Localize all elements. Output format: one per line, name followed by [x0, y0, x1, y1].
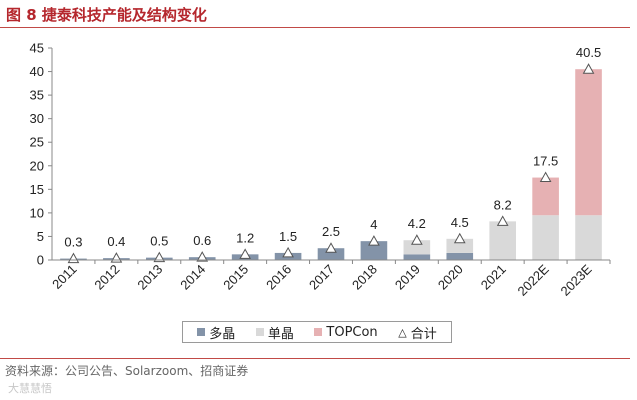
title-divider [0, 27, 630, 28]
total-marker [368, 235, 380, 246]
total-data-label: 0.6 [193, 233, 211, 248]
x-tick-label: 2013 [134, 262, 165, 293]
legend-item-total: △ 合计 [398, 323, 436, 342]
x-tick-label: 2021 [478, 262, 509, 293]
total-data-label: 1.2 [236, 230, 254, 245]
capacity-chart: 0 5 10 15 20 25 30 35 40 45 0.3 0.4 0.5 0.6 1.2 1.5 2.5… [30, 41, 611, 299]
x-tick-label: 2014 [177, 262, 208, 293]
x-tick-label: 2016 [263, 262, 294, 293]
watermark: 大慧慧悟 [8, 382, 52, 395]
legend-item-mono: 单晶 [255, 323, 294, 342]
total-marker [239, 248, 252, 259]
total-data-label: 8.2 [494, 197, 512, 212]
x-tick-label: 2023E [557, 261, 594, 298]
total-marker [67, 252, 80, 264]
total-marker [496, 215, 509, 226]
total-data-label: 17.5 [533, 154, 558, 169]
total-marker [410, 234, 423, 245]
legend-swatch-mono [255, 328, 264, 336]
y-tick-label: 45 [30, 41, 44, 56]
x-tick-label: 2018 [349, 262, 380, 293]
total-marker [110, 252, 123, 263]
total-marker [282, 246, 294, 258]
y-tick-label: 20 [30, 158, 44, 173]
total-data-label: 4.5 [451, 215, 469, 230]
total-marker [453, 232, 466, 244]
total-labels: 0.3 0.4 0.5 0.6 1.2 1.5 2.5 4 4.2 4.5 8.2 17.5 40.5 [64, 45, 601, 249]
bar-multi [403, 254, 431, 260]
bar-mono [575, 215, 602, 260]
legend-swatch-multi [197, 328, 206, 336]
total-data-label: 0.3 [64, 235, 82, 250]
legend-label-topcon: TOPCon [326, 324, 378, 340]
source-note: 资料来源：公司公告、Solarzoom、招商证券 [5, 364, 249, 378]
footer-divider [0, 358, 630, 359]
y-tick-label: 0 [37, 253, 44, 268]
total-marker [582, 63, 595, 74]
total-marker [539, 171, 552, 183]
y-tick-label: 35 [30, 88, 44, 103]
legend-item-topcon: TOPCon [314, 324, 378, 340]
total-data-label: 40.5 [576, 45, 601, 60]
total-data-label: 0.4 [107, 234, 125, 249]
legend-label-multi: 多晶 [209, 326, 236, 342]
legend-item-multi: 多晶 [197, 323, 235, 342]
x-tick-label: 2015 [220, 262, 251, 293]
figure-title: 图 8 捷泰科技产能及结构变化 [6, 6, 207, 24]
triangle-marker-icon: △ [398, 325, 407, 339]
x-tick-label: 2019 [392, 262, 423, 293]
bar-mono [403, 240, 431, 255]
x-axis: 2011 2012 2013 2014 2015 2016 2017 2018 2019 2020… [49, 259, 611, 299]
x-tick-label: 2017 [306, 262, 337, 293]
bar-multi [360, 241, 388, 260]
bar-mono [532, 215, 559, 260]
chart-legend: 多晶 单晶 TOPCon △ 合计 [182, 321, 452, 343]
y-tick-label: 15 [30, 182, 44, 197]
bar-multi [317, 248, 345, 260]
x-tick-label: 2011 [49, 262, 79, 292]
legend-swatch-topcon [314, 328, 323, 336]
y-tick-label: 10 [30, 205, 44, 220]
y-tick-label: 25 [30, 135, 44, 150]
total-data-label: 1.5 [279, 229, 297, 244]
x-tick-label: 2022E [515, 261, 552, 298]
total-data-label: 4 [370, 217, 377, 232]
bar-topcon [532, 177, 559, 216]
total-marker [153, 251, 166, 263]
bar-mono [489, 221, 516, 260]
x-tick-label: 2020 [435, 262, 466, 293]
y-axis: 0 5 10 15 20 25 30 35 40 45 [30, 41, 53, 268]
total-data-label: 0.5 [150, 234, 168, 249]
x-tick-label: 2012 [91, 262, 122, 293]
total-data-label: 4.2 [408, 216, 426, 231]
total-marker [196, 251, 209, 262]
total-marker [325, 242, 337, 253]
y-tick-label: 5 [37, 229, 44, 244]
y-tick-label: 30 [30, 111, 44, 126]
bar-topcon [575, 69, 602, 216]
bar-multi [446, 252, 474, 260]
bar-mono [446, 238, 474, 253]
y-tick-label: 40 [30, 64, 44, 79]
legend-label-total: 合计 [410, 326, 437, 342]
total-data-label: 2.5 [322, 224, 340, 239]
legend-label-mono: 单晶 [267, 326, 294, 342]
